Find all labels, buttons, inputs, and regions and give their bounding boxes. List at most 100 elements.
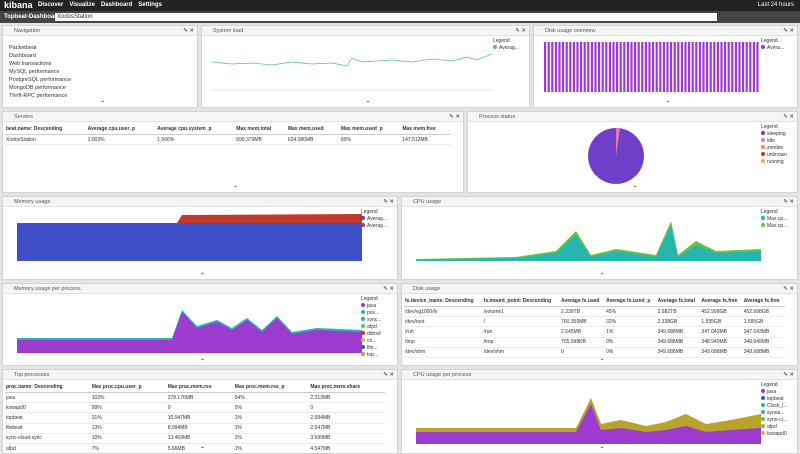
- table-row: /run/run2.645MB1%349.688MB347.043MB347.0…: [404, 327, 785, 337]
- column-header[interactable]: Average fs.free: [700, 296, 742, 307]
- collapse-toggle[interactable]: ⌃: [600, 358, 605, 365]
- legend-entry[interactable]: kswapd0: [761, 431, 795, 438]
- bar: [720, 42, 722, 92]
- column-header[interactable]: Max proc.mem.share: [309, 382, 385, 393]
- legend-entry[interactable]: unknown: [761, 152, 795, 159]
- time-picker[interactable]: Last 24 hours: [758, 0, 794, 11]
- cell: 0: [309, 403, 385, 413]
- collapse-toggle[interactable]: ⌃: [200, 272, 205, 279]
- legend-entry[interactable]: ddnsd: [361, 331, 395, 338]
- collapse-toggle[interactable]: ⌃: [600, 272, 605, 279]
- nav-link[interactable]: MySQL performance: [9, 68, 191, 76]
- column-header[interactable]: Max proc.mem.rss: [167, 382, 234, 393]
- column-header[interactable]: Max proc.cpu.user_p: [91, 382, 167, 393]
- column-header[interactable]: Average fs.used: [560, 296, 605, 307]
- collapse-toggle[interactable]: ⌃: [200, 446, 205, 453]
- nav-link[interactable]: MongoDB performance: [9, 84, 191, 92]
- legend-entry[interactable]: syno-cl...: [761, 417, 795, 424]
- nav-link[interactable]: Dashboard: [101, 2, 132, 8]
- legend-entry[interactable]: Averag...: [361, 216, 395, 223]
- legend-entry[interactable]: cri...: [361, 338, 395, 345]
- legend-entry[interactable]: running: [761, 159, 795, 166]
- panel-icons[interactable]: ✎ ✕: [783, 26, 794, 36]
- legend-swatch: [761, 216, 765, 220]
- panel-icons[interactable]: ✎ ✕: [183, 26, 194, 36]
- column-header[interactable]: Max mem.used: [287, 124, 340, 135]
- cell: 347.043MB: [700, 327, 742, 337]
- legend-entry[interactable]: sync...: [361, 317, 395, 324]
- collapse-toggle[interactable]: ⌃: [233, 185, 238, 192]
- panel-icons[interactable]: ✎ ✕: [783, 370, 794, 380]
- nav-link[interactable]: Dashboard: [9, 52, 191, 60]
- panel: Servers✎ ✕beat.name: DescendingAverage c…: [2, 111, 464, 193]
- legend-entry[interactable]: idle: [761, 138, 795, 145]
- column-header[interactable]: Max mem.used_p: [340, 124, 401, 135]
- nav-link[interactable]: Web transactions: [9, 60, 191, 68]
- legend-entry[interactable]: top...: [361, 352, 395, 359]
- legend-label: synoa...: [767, 410, 785, 416]
- nav-link[interactable]: Packetbeat: [9, 44, 191, 52]
- cell: 1.566%: [156, 135, 235, 145]
- legend-entry[interactable]: Averag...: [361, 223, 395, 230]
- panel-icons[interactable]: ✎ ✕: [515, 26, 526, 36]
- column-header[interactable]: Average cpu.system_p: [156, 124, 235, 135]
- legend-entry[interactable]: java: [361, 303, 395, 310]
- query-input[interactable]: XodosStation: [55, 13, 717, 21]
- collapse-toggle[interactable]: ⌃: [666, 100, 671, 107]
- legend-entry[interactable]: file...: [361, 345, 395, 352]
- nav-link[interactable]: Thrift-RPC performance: [9, 92, 191, 100]
- legend-entry[interactable]: Clock_l...: [761, 403, 795, 410]
- cell: 31%: [91, 413, 167, 423]
- panel-icons[interactable]: ✎ ✕: [383, 197, 394, 207]
- panel-icons[interactable]: ✎ ✕: [783, 112, 794, 122]
- collapse-toggle[interactable]: ⌃: [100, 100, 105, 107]
- legend-entry[interactable]: sleeping: [761, 131, 795, 138]
- panel-icons[interactable]: ✎ ✕: [383, 370, 394, 380]
- column-header[interactable]: Max mem.total: [235, 124, 287, 135]
- column-header[interactable]: Max proc.mem.rss_p: [234, 382, 310, 393]
- legend-label: sleeping: [767, 131, 786, 137]
- panel-title: CPU usage: [413, 199, 441, 205]
- bar: [562, 42, 564, 92]
- legend-entry[interactable]: afpd: [361, 324, 395, 331]
- nav-link[interactable]: Visualize: [69, 2, 95, 8]
- panel-icons[interactable]: ✎ ✕: [783, 284, 794, 294]
- legend-entry[interactable]: Averag...: [493, 45, 527, 52]
- column-header[interactable]: fs.mount_point: Descending: [483, 296, 560, 307]
- collapse-toggle[interactable]: ⌃: [366, 100, 371, 107]
- panel-title: Memory usage: [14, 199, 50, 205]
- column-header[interactable]: Average fs.used_p: [605, 296, 657, 307]
- panel-icons[interactable]: ✎ ✕: [383, 284, 394, 294]
- bar: [692, 42, 694, 92]
- panel-icons[interactable]: ✎ ✕: [449, 112, 460, 122]
- legend-label: afpd: [367, 324, 377, 330]
- legend-entry[interactable]: Max cp...: [761, 223, 795, 230]
- legend-entry[interactable]: afpd: [761, 424, 795, 431]
- collapse-toggle[interactable]: ⌃: [200, 358, 205, 365]
- column-header[interactable]: beat.name: Descending: [5, 124, 87, 135]
- legend-entry[interactable]: zombie: [761, 145, 795, 152]
- collapse-toggle[interactable]: ⌃: [600, 446, 605, 453]
- panel-icons[interactable]: ✎ ✕: [783, 197, 794, 207]
- legend-entry[interactable]: java: [761, 389, 795, 396]
- column-header[interactable]: Max mem.free: [401, 124, 451, 135]
- legend-entry[interactable]: topbeat: [761, 396, 795, 403]
- column-header[interactable]: Average cpu.user_p: [87, 124, 157, 135]
- collapse-toggle[interactable]: ⌃: [633, 185, 638, 192]
- legend-entry[interactable]: Max cp...: [761, 216, 795, 223]
- brand[interactable]: kibana: [4, 0, 33, 11]
- bar: [580, 42, 582, 92]
- column-header[interactable]: fs.device_name: Descending: [404, 296, 483, 307]
- nav-link[interactable]: PostgreSQL performance: [9, 76, 191, 84]
- cell: /dev/root: [404, 317, 483, 327]
- column-header[interactable]: proc.name: Descending: [5, 382, 91, 393]
- legend-entry[interactable]: pos...: [361, 310, 395, 317]
- column-header[interactable]: Average fs.free: [743, 296, 785, 307]
- nav-link[interactable]: Discover: [38, 2, 63, 8]
- legend-entry[interactable]: synoa...: [761, 410, 795, 417]
- column-header[interactable]: Average fs.total: [657, 296, 701, 307]
- legend-entry[interactable]: Avera...: [761, 45, 795, 52]
- nav-link[interactable]: Settings: [138, 2, 162, 8]
- panel-header: CPU usage per process✎ ✕: [402, 370, 797, 380]
- cell: 349.688MB: [743, 347, 785, 357]
